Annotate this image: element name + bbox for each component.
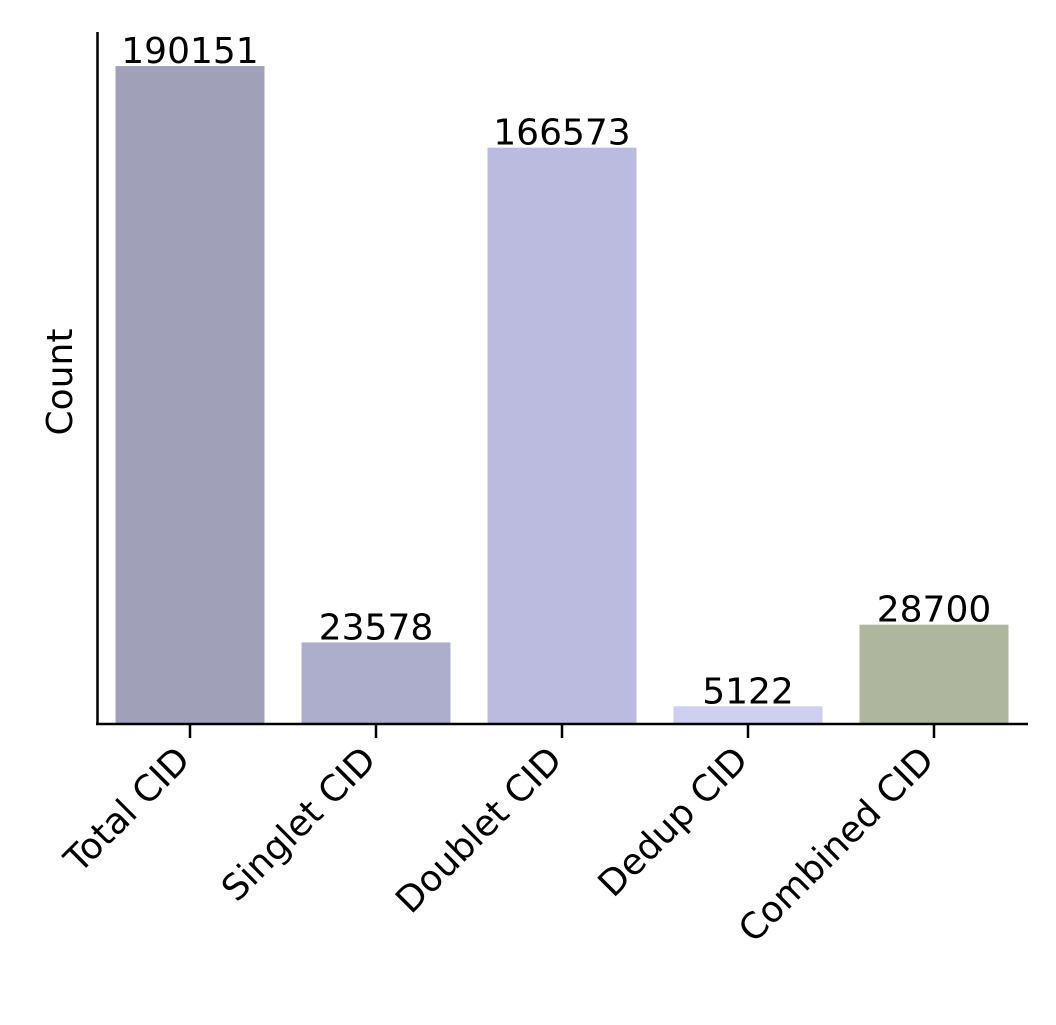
x-tick-label-dedup-cid: Dedup CID: [591, 739, 757, 905]
bar-value-label-doublet-cid: 166573: [493, 113, 630, 154]
bar-value-label-dedup-cid: 5122: [702, 671, 794, 712]
bars-layer: [115, 66, 1009, 725]
x-tick-label-doublet-cid: Doublet CID: [388, 739, 570, 921]
x-ticks-layer: [188, 724, 936, 738]
x-tick-label-singlet-cid: Singlet CID: [214, 739, 384, 909]
bar-doublet-cid: [487, 147, 637, 725]
bar-combined-cid: [859, 624, 1009, 724]
bar-singlet-cid: [301, 642, 451, 724]
bar-value-label-total-cid: 190151: [121, 31, 258, 72]
x-tick-labels-layer: Total CID Singlet CID Doublet CID Dedup CID…: [56, 739, 942, 950]
x-tick-label-combined-cid: Combined CID: [731, 739, 942, 950]
bar-value-label-singlet-cid: 23578: [319, 607, 434, 648]
value-labels-layer: 190151 23578 166573 5122 28700: [121, 31, 991, 712]
x-tick-label-total-cid: Total CID: [56, 739, 198, 881]
bar-total-cid: [115, 66, 265, 725]
bar-dedup-cid: [673, 706, 823, 724]
y-axis-title: Count: [40, 329, 81, 436]
bar-value-label-combined-cid: 28700: [877, 590, 992, 631]
